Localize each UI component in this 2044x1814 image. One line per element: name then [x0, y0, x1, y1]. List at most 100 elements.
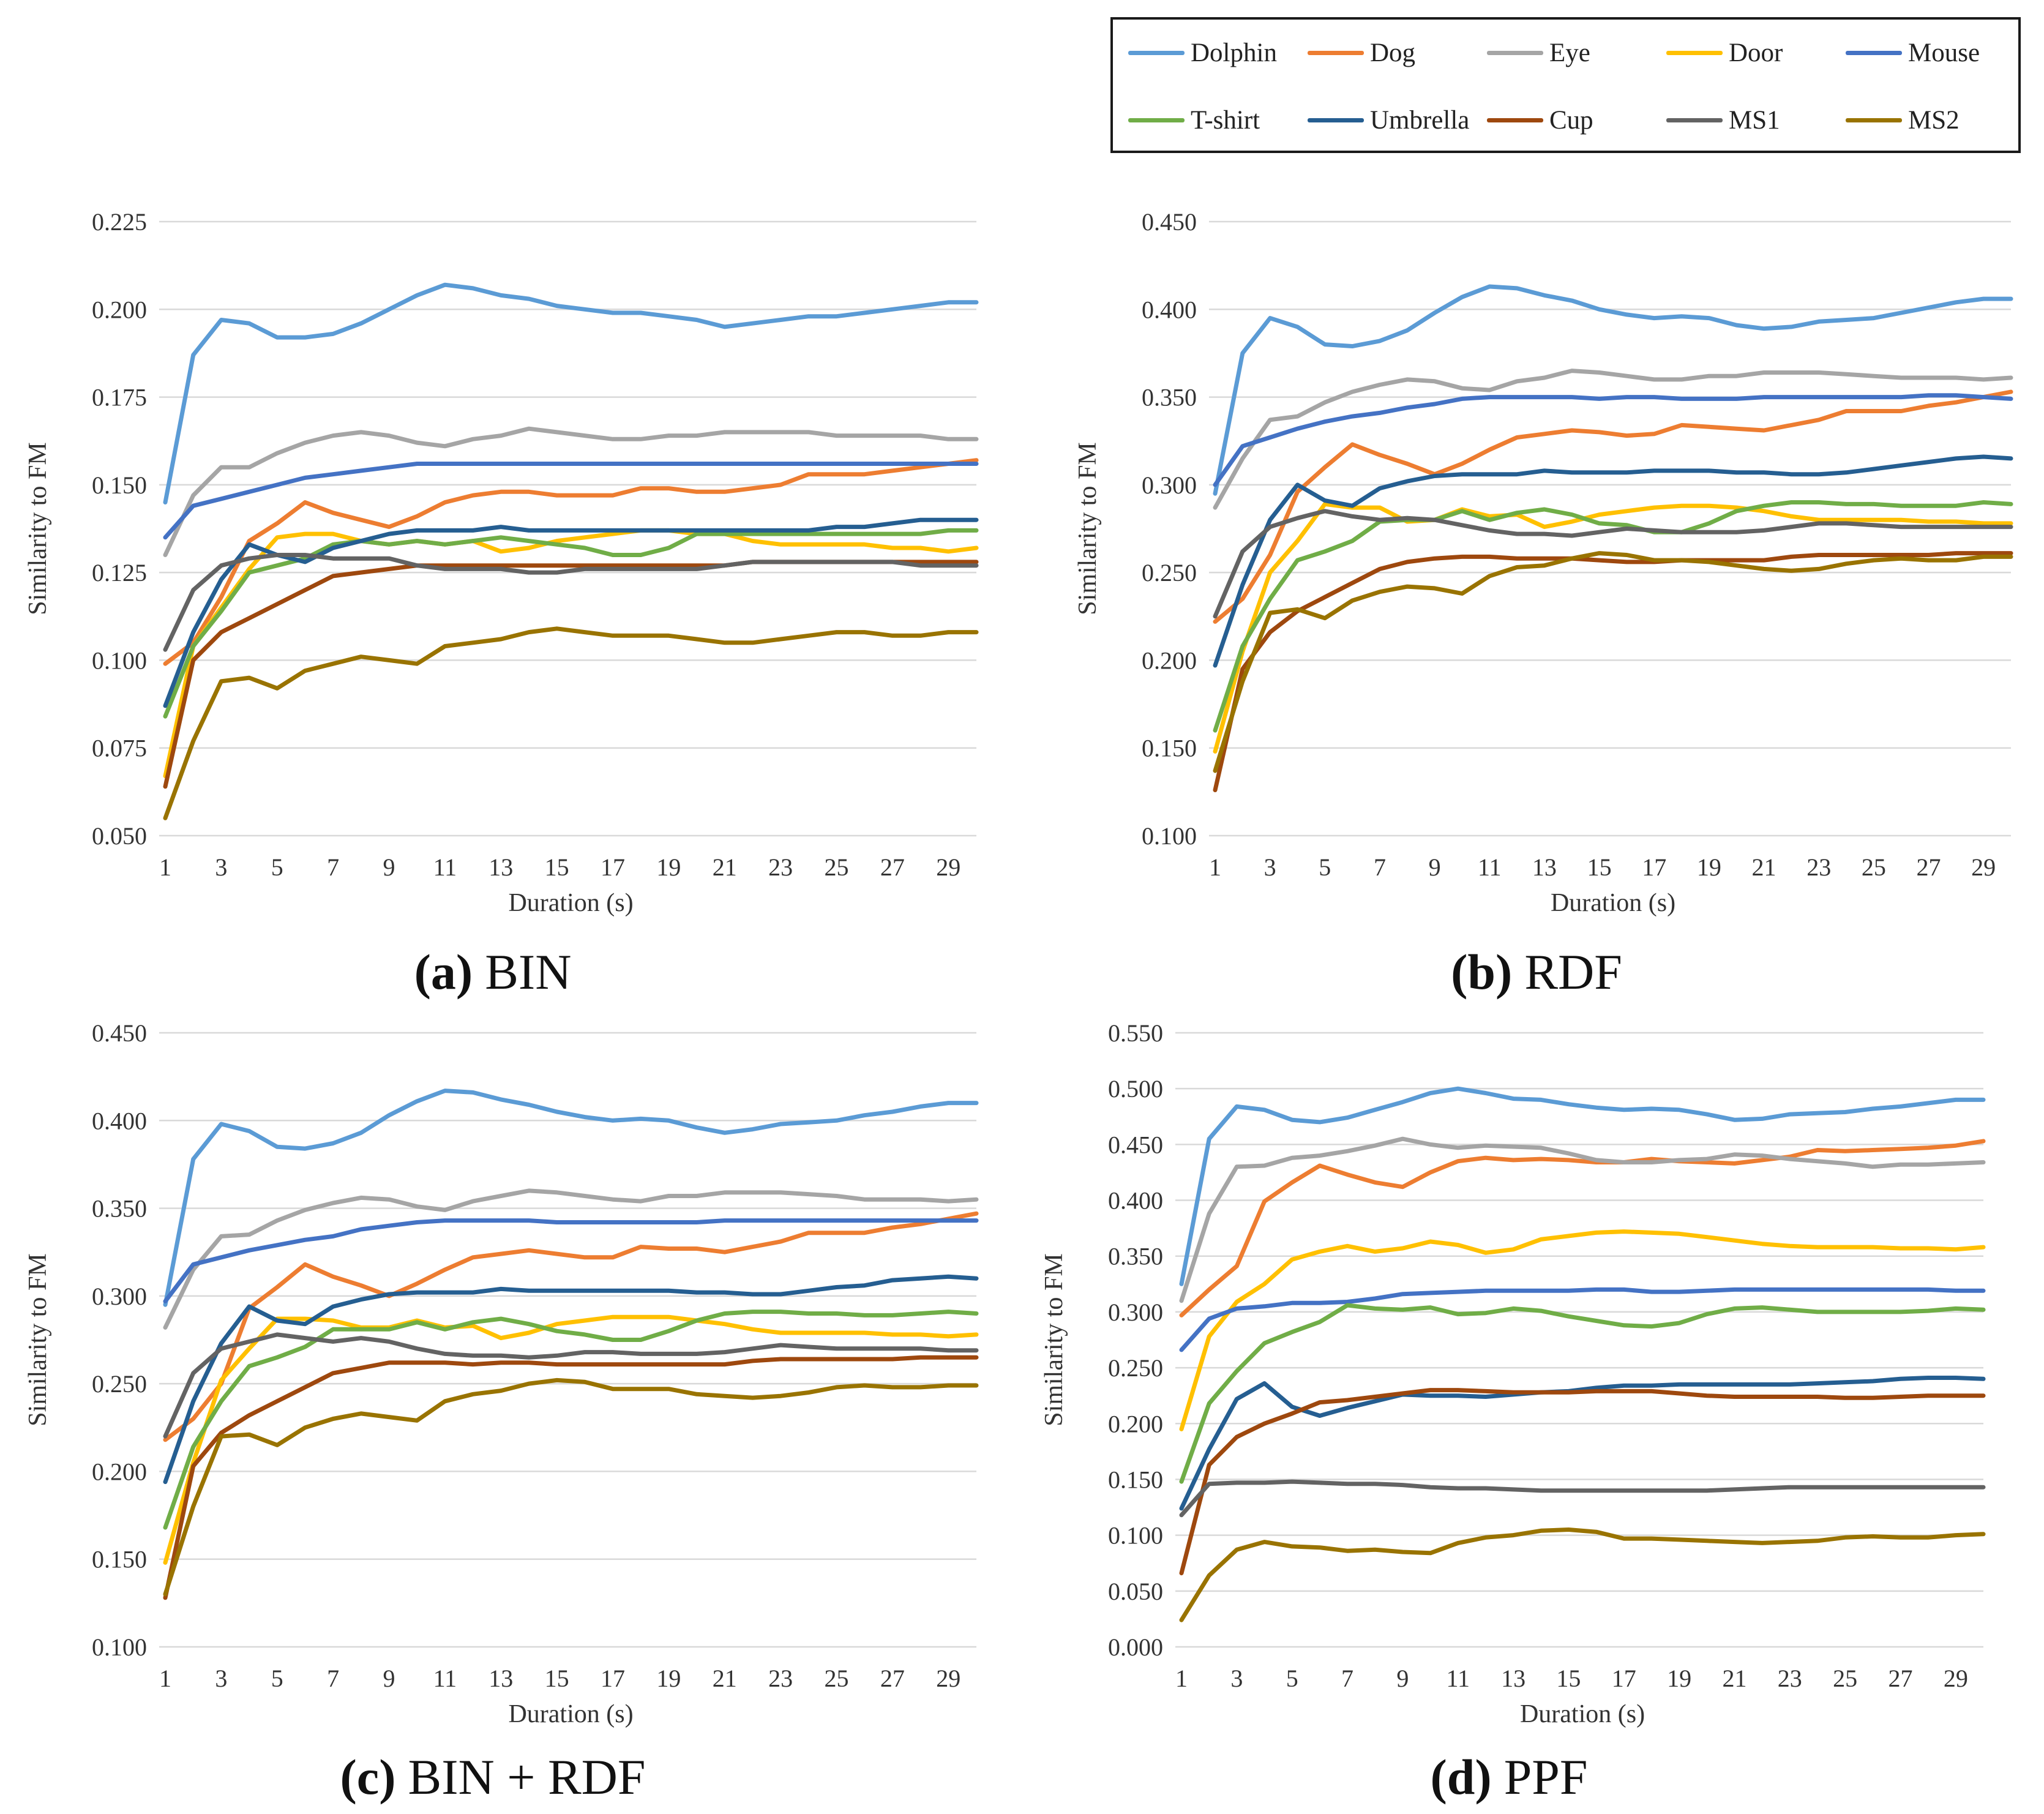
legend-swatch — [1308, 118, 1364, 122]
x-axis-label: Duration (s) — [1520, 1700, 1645, 1728]
x-tick-label: 19 — [1697, 853, 1721, 881]
x-tick-label: 21 — [1722, 1665, 1746, 1692]
y-tick-label: 0.250 — [92, 1370, 147, 1398]
chart-caption: (d) PPF — [1430, 1749, 1587, 1805]
caption-text: PPF — [1504, 1749, 1588, 1805]
legend-label: Umbrella — [1370, 105, 1470, 135]
series-line-t-shirt — [1213, 500, 2013, 733]
chart-panel-d: 0.000 0.050 0.100 0.150 0.200 0.250 0.300 0.350… — [1040, 1019, 1986, 1805]
x-axis-label: Duration (s) — [508, 889, 633, 917]
x-tick-label: 3 — [1230, 1665, 1243, 1692]
x-tick-label: 1 — [1175, 1665, 1188, 1692]
legend-label: Mouse — [1908, 38, 1980, 67]
y-tick-label: 0.100 — [92, 647, 147, 674]
x-tick-label: 7 — [327, 853, 339, 881]
series-line-ms1 — [163, 553, 979, 652]
caption-letter: (c) — [340, 1749, 396, 1805]
x-tick-label: 1 — [1209, 853, 1221, 881]
y-tick-label: 0.000 — [1108, 1633, 1163, 1661]
chart-caption: (a) BIN — [414, 944, 572, 1000]
x-tick-label: 3 — [1264, 853, 1276, 881]
x-tick-label: 7 — [1341, 1665, 1353, 1692]
legend-item-dog: Dog — [1308, 34, 1415, 71]
x-tick-label: 15 — [545, 1665, 569, 1692]
y-axis-label: Similarity to FM — [24, 1253, 52, 1426]
x-tick-label: 29 — [1971, 853, 1996, 881]
caption-letter: (d) — [1430, 1749, 1491, 1805]
legend-item-ms1: MS1 — [1666, 102, 1780, 138]
x-tick-label: 23 — [768, 853, 793, 881]
series-line-dolphin — [163, 1089, 979, 1307]
x-tick-label: 17 — [601, 853, 625, 881]
y-tick-label: 0.300 — [92, 1283, 147, 1310]
x-tick-label: 27 — [1917, 853, 1941, 881]
x-tick-label: 21 — [1752, 853, 1776, 881]
legend-item-dolphin: Dolphin — [1128, 34, 1277, 71]
y-tick-label: 0.450 — [92, 1019, 147, 1047]
legend-swatch — [1666, 50, 1723, 55]
legend-label: MS2 — [1908, 105, 1960, 135]
y-tick-label: 0.450 — [1108, 1131, 1163, 1158]
y-tick-label: 0.125 — [92, 559, 147, 587]
y-tick-label: 0.150 — [92, 471, 147, 499]
legend-item-t-shirt: T-shirt — [1128, 102, 1260, 138]
y-tick-label: 0.200 — [1142, 647, 1197, 674]
series-line-dog — [163, 1211, 979, 1442]
series-line-dolphin — [1179, 1086, 1986, 1286]
x-tick-label: 9 — [1429, 853, 1441, 881]
legend-swatch — [1128, 118, 1185, 122]
y-tick-label: 0.200 — [92, 1458, 147, 1485]
x-tick-label: 11 — [1478, 853, 1502, 881]
legend-item-ms2: MS2 — [1846, 102, 1960, 138]
series-line-door — [1213, 501, 2013, 754]
caption-letter: (b) — [1451, 944, 1512, 1000]
series-line-ms2 — [163, 1377, 979, 1597]
series-line-dog — [1179, 1139, 1986, 1317]
legend-item-umbrella: Umbrella — [1308, 102, 1469, 138]
series-line-t-shirt — [1179, 1303, 1986, 1484]
legend-item-cup: Cup — [1487, 102, 1593, 138]
series-line-dog — [1213, 389, 2013, 624]
legend-swatch — [1846, 50, 1902, 55]
x-tick-label: 29 — [1944, 1665, 1968, 1692]
y-tick-label: 0.400 — [1142, 296, 1197, 323]
legend-label: Eye — [1549, 38, 1590, 67]
legend-item-mouse: Mouse — [1846, 34, 1980, 71]
x-axis-label: Duration (s) — [508, 1700, 633, 1728]
series-line-ms2 — [1179, 1527, 1986, 1622]
x-tick-label: 15 — [1587, 853, 1612, 881]
series-line-dolphin — [163, 282, 979, 504]
legend-label: T-shirt — [1191, 105, 1260, 135]
y-tick-label: 0.050 — [1108, 1578, 1163, 1605]
y-tick-label: 0.150 — [1142, 735, 1197, 762]
x-tick-label: 17 — [1642, 853, 1666, 881]
x-tick-label: 13 — [489, 1665, 513, 1692]
x-tick-label: 25 — [825, 853, 849, 881]
series-line-ms2 — [1213, 551, 2013, 773]
x-tick-label: 1 — [159, 853, 171, 881]
y-tick-label: 0.050 — [92, 822, 147, 850]
chart-caption: (b) RDF — [1451, 944, 1622, 1000]
series-line-eye — [1179, 1136, 1986, 1303]
series-line-umbrella — [163, 517, 979, 708]
caption-letter: (a) — [414, 944, 473, 1000]
y-tick-label: 0.200 — [1108, 1410, 1163, 1437]
series-line-ms1 — [1179, 1479, 1986, 1518]
series-line-mouse — [1213, 393, 2013, 487]
x-tick-label: 3 — [215, 1665, 227, 1692]
y-tick-label: 0.075 — [92, 735, 147, 762]
legend: Dolphin Dog Eye Door Mouse T-shirt Umbrella Cup… — [1110, 17, 2021, 153]
y-tick-label: 0.100 — [1108, 1522, 1163, 1550]
x-tick-label: 25 — [825, 1665, 849, 1692]
y-tick-label: 0.300 — [1142, 471, 1197, 499]
x-tick-label: 29 — [936, 1665, 960, 1692]
x-tick-label: 15 — [545, 853, 569, 881]
y-tick-label: 0.100 — [1142, 822, 1197, 850]
x-tick-label: 17 — [1612, 1665, 1636, 1692]
x-tick-label: 11 — [1446, 1665, 1470, 1692]
series-line-umbrella — [1179, 1376, 1986, 1511]
legend-swatch — [1128, 50, 1185, 55]
legend-swatch — [1308, 50, 1364, 55]
x-tick-label: 19 — [1667, 1665, 1691, 1692]
